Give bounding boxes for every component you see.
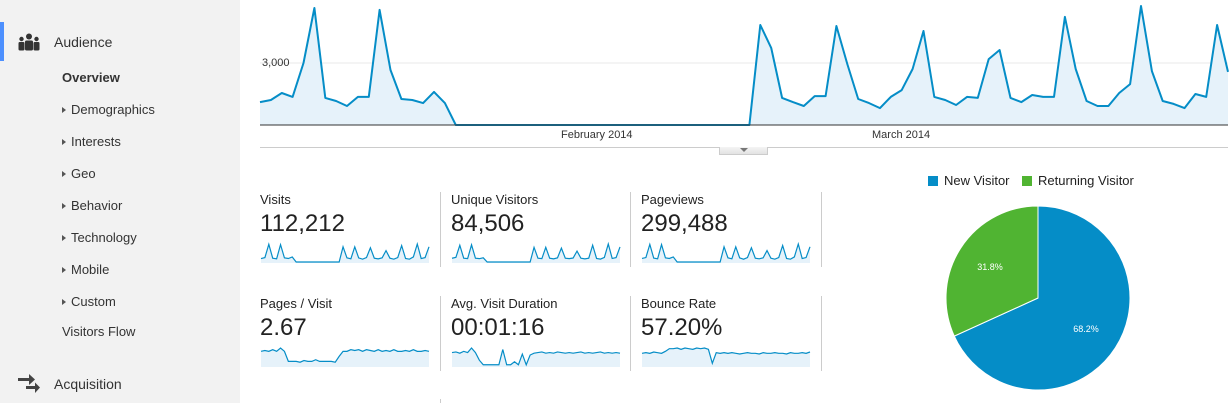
series-area — [260, 6, 1228, 125]
sidebar-item-technology[interactable]: Technology — [62, 230, 137, 245]
pie-slice-label: 31.8% — [977, 262, 1003, 272]
sparkline — [260, 241, 430, 263]
metric-label: Visits — [260, 192, 291, 207]
sidebar-item-overview[interactable]: Overview — [62, 70, 120, 85]
divider — [440, 399, 441, 403]
sidebar-section-acquisition[interactable]: Acquisition — [18, 374, 122, 394]
sidebar-item-label: Behavior — [71, 198, 123, 213]
metric-visits[interactable]: Visits 112,212 — [260, 192, 435, 264]
divider — [440, 296, 441, 371]
sparkline-line — [451, 241, 621, 263]
metric-label: Pages / Visit — [260, 296, 333, 311]
expand-triangle-icon — [62, 235, 66, 241]
sidebar: Audience Overview Demographics Interests Ge… — [0, 0, 240, 403]
metric-value: 299,488 — [641, 210, 728, 237]
metric-value: 84,506 — [451, 210, 525, 237]
sparkline-line — [641, 347, 811, 366]
pie-slice-label: 68.2% — [1073, 324, 1099, 334]
visitor-type-pie-chart: 68.2% 31.8% — [945, 205, 1131, 391]
sidebar-item-demographics[interactable]: Demographics — [62, 102, 155, 117]
sidebar-item-label: Geo — [71, 166, 96, 181]
divider — [821, 296, 822, 371]
sidebar-item-behavior[interactable]: Behavior — [62, 198, 122, 213]
visits-over-time-chart — [259, 5, 1229, 126]
sidebar-item-label: Interests — [71, 134, 121, 149]
metric-pages-visit[interactable]: Pages / Visit 2.67 — [260, 296, 435, 368]
expand-triangle-icon — [62, 203, 66, 209]
divider — [440, 192, 441, 267]
sidebar-item-label: Overview — [62, 70, 120, 85]
sidebar-section-label: Acquisition — [54, 376, 122, 392]
sidebar-item-interests[interactable]: Interests — [62, 134, 121, 149]
legend-swatch — [928, 175, 938, 186]
sparkline-area — [452, 348, 620, 367]
sparkline — [641, 347, 811, 367]
x-axis-tick-label: February 2014 — [561, 129, 633, 141]
sparkline-area — [261, 348, 429, 367]
legend-item-new-visitor[interactable]: New Visitor — [928, 173, 1010, 188]
sparkline — [451, 347, 621, 367]
pie-slice-returning-visitor[interactable] — [945, 205, 1039, 337]
expand-triangle-icon — [62, 107, 66, 113]
legend-label: Returning Visitor — [1038, 173, 1134, 188]
metric-unique-visitors[interactable]: Unique Visitors 84,506 — [451, 192, 626, 264]
divider — [630, 192, 631, 267]
sparkline-line — [260, 241, 430, 263]
sidebar-section-audience[interactable]: Audience — [18, 33, 112, 51]
sidebar-item-label: Technology — [71, 230, 137, 245]
sidebar-item-mobile[interactable]: Mobile — [62, 262, 109, 277]
legend-swatch — [1022, 175, 1032, 186]
collapse-chart-toggle[interactable] — [719, 147, 768, 155]
divider — [821, 192, 822, 267]
sidebar-item-label: Mobile — [71, 262, 110, 277]
sidebar-item-label: Visitors Flow — [62, 324, 136, 339]
expand-triangle-icon — [62, 299, 66, 305]
sparkline-line — [260, 347, 430, 363]
sidebar-section-label: Audience — [54, 34, 113, 50]
metric-label: Pageviews — [641, 192, 704, 207]
metric-value: 57.20% — [641, 314, 723, 341]
metric-label: Unique Visitors — [451, 192, 539, 207]
metric-avg-visit-duration[interactable]: Avg. Visit Duration 00:01:16 — [451, 296, 626, 368]
people-icon — [18, 33, 40, 51]
y-axis-tick-label: 3,000 — [262, 57, 290, 69]
arrows-icon — [18, 374, 40, 393]
sidebar-item-label: Demographics — [71, 102, 155, 117]
metric-bounce-rate[interactable]: Bounce Rate 57.20% — [641, 296, 816, 368]
active-section-indicator — [0, 22, 4, 61]
sidebar-item-label: Custom — [71, 294, 116, 309]
pie-slice-new-visitor[interactable] — [953, 205, 1131, 391]
legend-item-returning-visitor[interactable]: Returning Visitor — [1022, 173, 1134, 188]
metric-value: 2.67 — [260, 314, 307, 341]
sparkline — [451, 241, 621, 263]
legend-label: New Visitor — [944, 173, 1010, 188]
expand-triangle-icon — [62, 267, 66, 273]
metric-value: 112,212 — [260, 210, 345, 237]
divider — [630, 296, 631, 371]
expand-triangle-icon — [62, 139, 66, 145]
metric-label: Bounce Rate — [641, 296, 717, 311]
metric-value: 00:01:16 — [451, 314, 545, 341]
sparkline — [641, 241, 811, 263]
sparkline — [260, 347, 430, 367]
metric-label: Avg. Visit Duration — [451, 296, 558, 311]
sparkline-line — [451, 347, 621, 367]
sparkline-line — [641, 241, 811, 263]
metric-pageviews[interactable]: Pageviews 299,488 — [641, 192, 816, 264]
expand-triangle-icon — [62, 171, 66, 177]
sidebar-item-custom[interactable]: Custom — [62, 294, 116, 309]
sparkline-area — [642, 348, 810, 367]
sidebar-item-visitors-flow[interactable]: Visitors Flow — [62, 324, 135, 339]
x-axis-tick-label: March 2014 — [872, 129, 931, 141]
sidebar-item-geo[interactable]: Geo — [62, 166, 96, 181]
